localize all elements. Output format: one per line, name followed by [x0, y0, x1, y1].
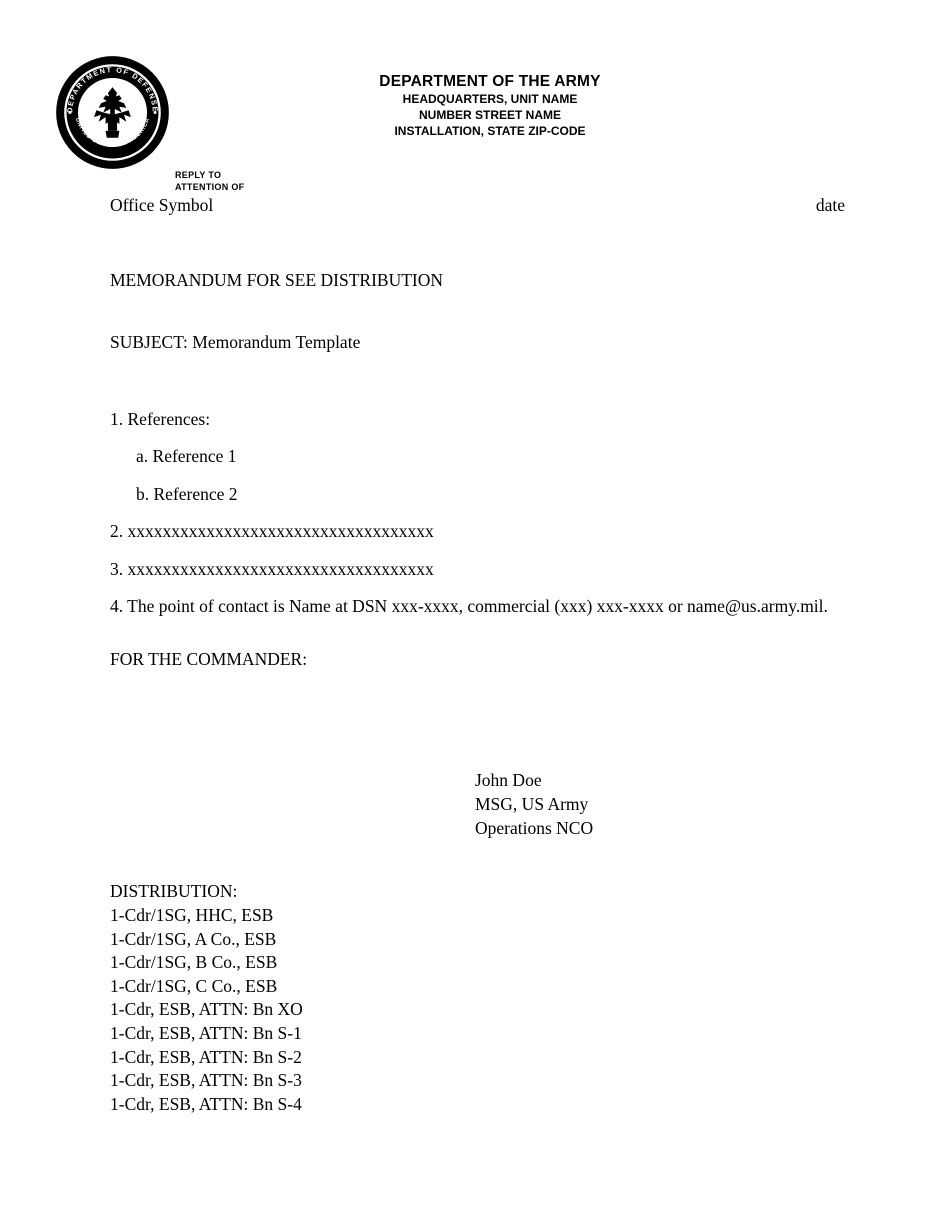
paragraph-1b: b. Reference 2	[136, 482, 845, 507]
letterhead-text: DEPARTMENT OF THE ARMY HEADQUARTERS, UNI…	[135, 55, 845, 140]
distribution-item: 1-Cdr/1SG, B Co., ESB	[110, 951, 845, 975]
hq-line: HEADQUARTERS, UNIT NAME	[135, 91, 845, 107]
distribution-item: 1-Cdr, ESB, ATTN: Bn S-2	[110, 1046, 845, 1070]
distribution-item: 1-Cdr/1SG, C Co., ESB	[110, 975, 845, 999]
memo-date: date	[816, 193, 845, 218]
memorandum-for: MEMORANDUM FOR SEE DISTRIBUTION	[110, 268, 845, 293]
for-the-commander: FOR THE COMMANDER:	[110, 647, 845, 672]
department-name: DEPARTMENT OF THE ARMY	[135, 73, 845, 91]
distribution-item: 1-Cdr, ESB, ATTN: Bn XO	[110, 998, 845, 1022]
letterhead-area: DEPARTMENT OF DEFENSE UNITED STATES OF A…	[55, 55, 845, 170]
distribution-item: 1-Cdr, ESB, ATTN: Bn S-3	[110, 1069, 845, 1093]
memo-body: Office Symbol date MEMORANDUM FOR SEE DI…	[110, 193, 845, 1116]
sig-title: Operations NCO	[475, 817, 845, 841]
distribution-block: DISTRIBUTION: 1-Cdr/1SG, HHC, ESB 1-Cdr/…	[110, 880, 845, 1116]
distribution-item: 1-Cdr/1SG, HHC, ESB	[110, 904, 845, 928]
distribution-item: 1-Cdr/1SG, A Co., ESB	[110, 928, 845, 952]
office-symbol: Office Symbol	[110, 193, 213, 218]
distribution-item: 1-Cdr, ESB, ATTN: Bn S-1	[110, 1022, 845, 1046]
distribution-item: 1-Cdr, ESB, ATTN: Bn S-4	[110, 1093, 845, 1117]
sig-rank: MSG, US Army	[475, 793, 845, 817]
signature-block: John Doe MSG, US Army Operations NCO	[475, 769, 845, 840]
street-line: NUMBER STREET NAME	[135, 107, 845, 123]
paragraph-2: 2. xxxxxxxxxxxxxxxxxxxxxxxxxxxxxxxxxxx	[110, 519, 845, 544]
office-date-row: Office Symbol date	[110, 193, 845, 218]
reply-to-line1: REPLY TO	[175, 170, 221, 180]
install-line: INSTALLATION, STATE ZIP-CODE	[135, 123, 845, 139]
paragraph-4: 4. The point of contact is Name at DSN x…	[110, 594, 845, 619]
paragraph-3: 3. xxxxxxxxxxxxxxxxxxxxxxxxxxxxxxxxxxx	[110, 557, 845, 582]
distribution-heading: DISTRIBUTION:	[110, 880, 845, 904]
subject-line: SUBJECT: Memorandum Template	[110, 330, 845, 355]
reply-to-label: REPLY TO ATTENTION OF	[175, 170, 845, 193]
sig-name: John Doe	[475, 769, 845, 793]
reply-to-line2: ATTENTION OF	[175, 182, 244, 192]
paragraph-1a: a. Reference 1	[136, 444, 845, 469]
paragraph-1: 1. References:	[110, 407, 845, 432]
